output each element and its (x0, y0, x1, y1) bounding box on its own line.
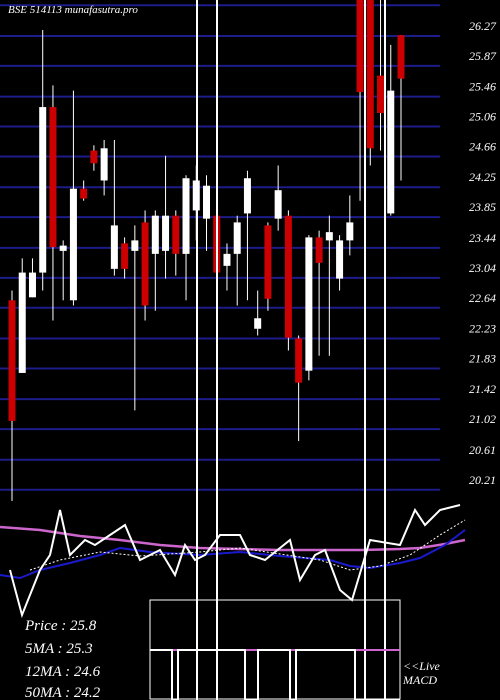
candle-body (121, 243, 129, 269)
candle-body (110, 225, 118, 269)
y-tick-label: 25.46 (469, 80, 496, 94)
candle-body (69, 188, 77, 301)
y-tick-label: 26.27 (469, 19, 497, 33)
y-tick-label: 23.44 (469, 231, 496, 245)
candle-body (243, 178, 251, 214)
candle-body (233, 222, 241, 254)
candle-body (397, 35, 405, 79)
candle-body (223, 253, 231, 266)
y-tick-label: 25.87 (469, 49, 497, 63)
ma-line-slow (0, 525, 466, 552)
y-tick-label: 23.85 (469, 200, 496, 214)
candle-body (274, 190, 282, 219)
candle-body (49, 107, 57, 248)
y-tick-label: 21.42 (469, 382, 496, 396)
candle-body (39, 107, 47, 273)
candle-body (90, 150, 98, 164)
candle-body (254, 318, 262, 329)
info-line: 12MA : 24.6 (25, 664, 101, 680)
candle-body (28, 272, 36, 298)
signal-line (29, 519, 466, 571)
macd-line (150, 649, 400, 700)
candle-body (80, 188, 88, 199)
candle-body (162, 215, 170, 251)
y-tick-label: 22.64 (469, 291, 496, 305)
candle-body (100, 148, 108, 181)
candle-body (151, 215, 159, 254)
y-tick-label: 25.06 (469, 110, 496, 124)
y-tick-label: 22.23 (469, 321, 496, 335)
candle-body (295, 338, 303, 383)
candle-body (377, 75, 385, 114)
candle-body (284, 215, 292, 338)
candle-body (203, 185, 210, 219)
candle-body (264, 225, 272, 299)
macd-label: MACD (402, 673, 437, 687)
y-tick-label: 21.83 (469, 351, 496, 365)
candles (8, 0, 405, 501)
candle-body (366, 0, 374, 149)
y-tick-label: 21.02 (469, 412, 496, 426)
y-tick-label: 26.68 (469, 0, 496, 2)
y-tick-label: 24.66 (469, 140, 496, 154)
info-line: 50MA : 24.2 (25, 685, 101, 700)
y-tick-label: 24.25 (469, 170, 496, 184)
y-tick-label: 20.61 (469, 443, 496, 457)
candle-body (131, 240, 139, 251)
candle-body (59, 245, 67, 251)
candle-body (172, 215, 180, 254)
candle-body (182, 178, 190, 254)
ma-line-fast (0, 529, 466, 580)
candle-body (346, 222, 354, 241)
candle-body (387, 90, 395, 214)
candle-body (8, 300, 16, 421)
y-tick-label: 20.21 (469, 473, 496, 487)
candle-body (356, 0, 364, 93)
candle-body (325, 232, 333, 241)
chart-title: BSE 514113 munafasutra.pro (8, 4, 138, 16)
info-line: 5MA : 25.3 (25, 641, 93, 657)
candle-body (315, 237, 323, 263)
macd-label: <<Live (403, 659, 441, 673)
candle-body (18, 272, 26, 373)
candle-body (305, 237, 313, 371)
candle-body (141, 222, 149, 306)
candle-body (336, 240, 344, 279)
info-line: Price : 25.8 (24, 618, 97, 634)
y-tick-label: 23.04 (469, 261, 496, 275)
